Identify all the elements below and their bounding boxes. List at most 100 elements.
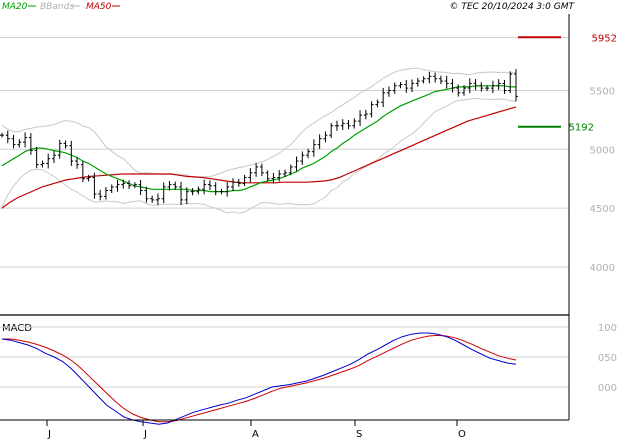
price-bar — [363, 109, 368, 120]
signal-line — [2, 334, 517, 423]
price-bar — [473, 79, 478, 91]
price-axis: 4000 4500 5000 5500 — [590, 86, 615, 273]
price-bar — [496, 79, 501, 90]
price-tick-label: 5000 — [590, 145, 615, 156]
price-bar — [248, 168, 253, 183]
legend-ma20-label: MA20 — [2, 2, 28, 12]
price-bar — [375, 99, 380, 108]
macd-lines — [1, 332, 517, 425]
price-bar — [502, 79, 507, 94]
price-bar — [219, 188, 224, 195]
legend-bbands-label: BBands — [40, 2, 74, 12]
price-bar — [450, 78, 455, 93]
price-bar — [155, 193, 160, 206]
price-bar — [80, 161, 85, 183]
price-bar — [103, 187, 108, 200]
price-bar — [467, 78, 472, 94]
price-bar — [485, 85, 490, 91]
price-bar — [46, 153, 51, 169]
price-bar — [311, 139, 316, 157]
price-bar — [138, 180, 143, 196]
price-bar — [340, 119, 345, 131]
price-bar — [438, 75, 443, 85]
price-levels: 5952 5192 — [518, 33, 617, 134]
bband-lower — [1, 97, 517, 214]
macd-tick-label: 000 — [598, 383, 617, 394]
macd-line — [1, 332, 517, 425]
price-bars — [0, 69, 518, 206]
price-bar — [358, 110, 363, 126]
bband-upper — [1, 67, 517, 178]
price-bar — [34, 146, 39, 169]
price-bar — [271, 172, 276, 184]
price-bar — [369, 101, 374, 118]
price-bar — [236, 178, 241, 187]
price-bar — [69, 140, 74, 166]
price-bar — [479, 82, 484, 92]
price-tick-label: 4500 — [590, 204, 615, 215]
macd-title: MACD — [2, 323, 32, 334]
price-bar — [254, 162, 259, 177]
price-bar — [300, 151, 305, 165]
price-bar — [225, 182, 230, 197]
price-bar — [115, 179, 120, 192]
price-bar — [444, 75, 449, 89]
price-bar — [282, 169, 287, 178]
support-label: 5192 — [569, 123, 594, 134]
price-bar — [213, 182, 218, 196]
price-bar — [404, 79, 409, 93]
legend-ma50-label: MA50 — [86, 2, 112, 12]
price-bar — [17, 139, 22, 148]
source-label: © TEC 20/10/2024 3:0 GMT — [449, 2, 575, 12]
price-bar — [433, 72, 438, 83]
price-bar — [86, 174, 91, 182]
price-bar — [173, 181, 178, 190]
price-bar — [40, 160, 45, 168]
price-bar — [161, 182, 166, 204]
price-bar — [202, 179, 207, 195]
price-bar — [121, 179, 126, 189]
price-bar — [386, 86, 391, 97]
x-tick-label: J — [47, 429, 51, 440]
price-bar — [5, 130, 10, 144]
price-bar — [346, 119, 351, 130]
price-bar — [144, 186, 149, 203]
price-bar — [456, 84, 461, 97]
price-bar — [57, 139, 62, 159]
price-bar — [508, 71, 513, 94]
price-bar — [190, 188, 195, 196]
price-bar — [11, 134, 16, 149]
price-bar — [288, 164, 293, 176]
x-tick-label: J — [143, 429, 147, 440]
macd-tick-label: 100 — [598, 323, 617, 334]
price-bar — [265, 170, 270, 182]
price-bar — [415, 77, 420, 87]
price-bar — [490, 80, 495, 94]
price-bar — [317, 134, 322, 149]
price-bar — [242, 174, 247, 186]
price-bar — [306, 148, 311, 159]
price-bar — [132, 182, 137, 189]
macd-grid — [0, 326, 569, 388]
price-bar — [421, 76, 426, 84]
bollinger-bands — [1, 67, 517, 214]
resistance-label: 5952 — [592, 33, 617, 44]
x-tick-label: S — [356, 429, 362, 440]
price-bar — [392, 82, 397, 94]
price-bar — [294, 156, 299, 172]
x-tick-label: A — [252, 429, 259, 440]
macd-tick-label: 050 — [598, 353, 617, 364]
price-bar — [63, 140, 68, 149]
price-bar — [329, 122, 334, 139]
price-bar — [381, 88, 386, 108]
price-bar — [462, 85, 467, 96]
price-tick-label: 4000 — [590, 263, 615, 274]
price-bar — [334, 120, 339, 131]
price-bar — [150, 195, 155, 203]
price-bar — [23, 132, 28, 148]
price-tick-label: 5500 — [590, 86, 615, 97]
ma20-line — [1, 85, 516, 193]
price-bar — [410, 79, 415, 93]
